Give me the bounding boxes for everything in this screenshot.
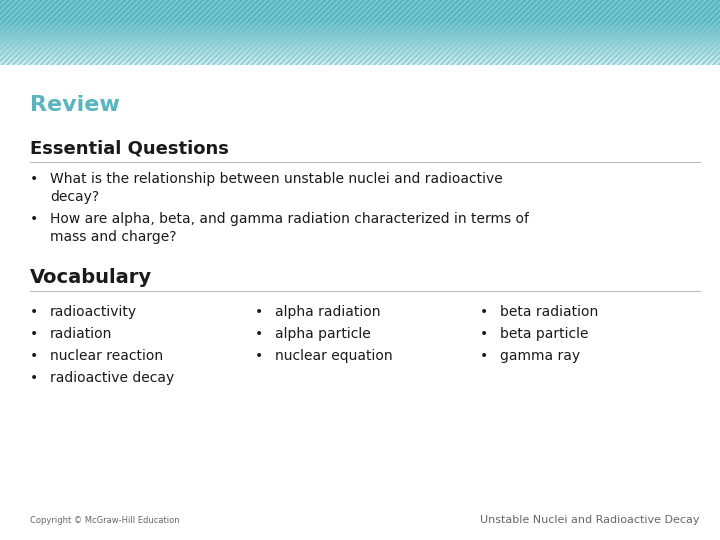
Bar — [0, 56, 720, 57]
Bar — [0, 40, 720, 41]
Text: mass and charge?: mass and charge? — [50, 230, 176, 244]
Text: gamma ray: gamma ray — [500, 349, 580, 363]
Bar — [0, 35, 720, 36]
Bar — [0, 30, 720, 31]
Text: alpha radiation: alpha radiation — [275, 305, 380, 319]
Text: Essential Questions: Essential Questions — [30, 140, 229, 158]
Text: •: • — [480, 327, 488, 341]
Text: decay?: decay? — [50, 190, 99, 204]
Text: beta particle: beta particle — [500, 327, 588, 341]
Bar — [0, 0, 720, 65]
Bar — [0, 50, 720, 51]
Text: •: • — [255, 349, 264, 363]
Bar — [0, 63, 720, 64]
Bar — [0, 38, 720, 39]
Bar — [0, 53, 720, 54]
Text: •: • — [30, 305, 38, 319]
Bar — [0, 37, 720, 38]
Text: •: • — [30, 172, 38, 186]
Bar — [0, 36, 720, 37]
Text: radiation: radiation — [50, 327, 112, 341]
Bar — [0, 45, 720, 46]
Bar — [0, 54, 720, 55]
Text: Copyright © McGraw-Hill Education: Copyright © McGraw-Hill Education — [30, 516, 179, 525]
Bar — [0, 39, 720, 40]
Bar — [0, 61, 720, 62]
Bar — [0, 28, 720, 29]
Text: •: • — [30, 327, 38, 341]
Text: radioactive decay: radioactive decay — [50, 371, 174, 385]
Bar — [0, 41, 720, 42]
Bar — [0, 42, 720, 43]
Bar — [0, 48, 720, 49]
Bar — [0, 26, 720, 27]
Text: •: • — [30, 349, 38, 363]
Text: beta radiation: beta radiation — [500, 305, 598, 319]
Bar — [0, 57, 720, 58]
Bar — [0, 29, 720, 30]
Bar — [0, 23, 720, 24]
Bar — [0, 51, 720, 52]
Bar — [0, 31, 720, 32]
Bar — [0, 0, 720, 65]
Bar — [0, 21, 720, 22]
Bar — [0, 22, 720, 23]
Text: How are alpha, beta, and gamma radiation characterized in terms of: How are alpha, beta, and gamma radiation… — [50, 212, 529, 226]
Text: nuclear reaction: nuclear reaction — [50, 349, 163, 363]
Bar — [0, 60, 720, 61]
Text: Review: Review — [30, 95, 120, 115]
Text: •: • — [30, 212, 38, 226]
Bar — [0, 44, 720, 45]
Text: nuclear equation: nuclear equation — [275, 349, 392, 363]
Text: •: • — [255, 327, 264, 341]
Bar — [0, 27, 720, 28]
Bar — [0, 62, 720, 63]
Bar — [0, 43, 720, 44]
Bar — [0, 24, 720, 25]
Bar — [0, 32, 720, 33]
Bar — [0, 52, 720, 53]
Text: radioactivity: radioactivity — [50, 305, 137, 319]
Text: •: • — [30, 371, 38, 385]
Text: What is the relationship between unstable nuclei and radioactive: What is the relationship between unstabl… — [50, 172, 503, 186]
Text: Unstable Nuclei and Radioactive Decay: Unstable Nuclei and Radioactive Decay — [480, 515, 700, 525]
Bar — [0, 59, 720, 60]
Text: Vocabulary: Vocabulary — [30, 268, 152, 287]
Bar — [0, 33, 720, 34]
Bar — [0, 49, 720, 50]
Bar — [0, 20, 720, 21]
Text: alpha particle: alpha particle — [275, 327, 371, 341]
Bar — [0, 47, 720, 48]
Text: •: • — [255, 305, 264, 319]
Bar — [0, 64, 720, 65]
Text: •: • — [480, 349, 488, 363]
Text: •: • — [480, 305, 488, 319]
Bar — [0, 46, 720, 47]
Bar — [0, 58, 720, 59]
Bar — [0, 34, 720, 35]
Bar — [0, 55, 720, 56]
Bar — [0, 25, 720, 26]
